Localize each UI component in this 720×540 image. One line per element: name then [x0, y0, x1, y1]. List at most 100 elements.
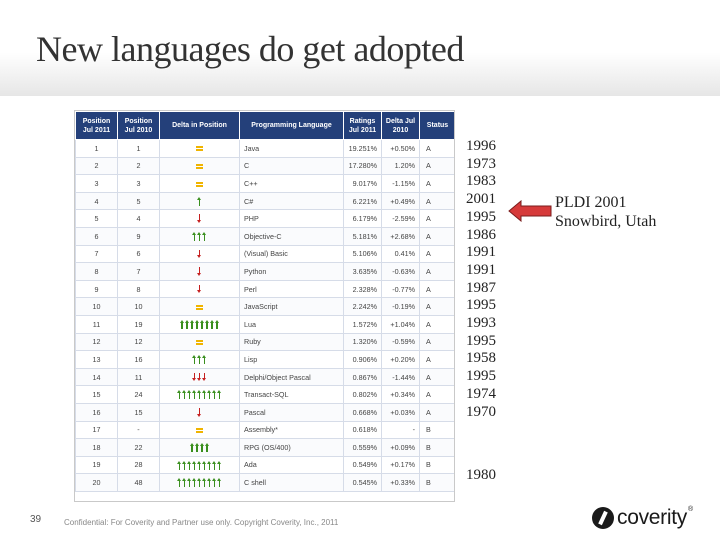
cell-rating: 0.545%	[343, 473, 382, 492]
year-item: 1995	[466, 297, 496, 314]
year-item: 1996	[466, 138, 496, 154]
cell-language: Objective-C	[239, 226, 344, 246]
cell-rating: 0.668%	[343, 402, 382, 422]
equal-icon	[196, 427, 203, 433]
tiobe-table-image: Position Jul 2011 Position Jul 2010 Delt…	[74, 110, 455, 502]
cell-status: A	[419, 174, 454, 193]
cell-position-2010: 9	[117, 226, 160, 246]
cell-language: C#	[239, 191, 344, 211]
cell-rating: 0.906%	[343, 350, 382, 369]
up-arrow-icon	[192, 232, 197, 242]
title-band	[0, 0, 720, 96]
cell-language: C	[239, 156, 344, 176]
up-arrow-icon	[217, 478, 222, 488]
up-arrow-icon	[212, 390, 217, 400]
cell-delta-position	[159, 262, 240, 281]
down-arrow-icon	[197, 267, 202, 276]
table-row: 4 5 C# 6.221% +0.49% A	[75, 191, 454, 211]
cell-position-2010: 2	[117, 156, 160, 176]
up-arrow-icon	[192, 390, 197, 400]
cell-delta-rating: -1.44%	[381, 367, 420, 387]
up-arrow-icon	[194, 320, 199, 330]
table-row: 2 2 C 17.280% 1.20% A	[75, 156, 454, 176]
cell-position-2011: 14	[75, 367, 118, 387]
cell-status: B	[419, 420, 454, 440]
cell-language: Transact-SQL	[239, 385, 344, 404]
table-row: 15 24 Transact-SQL 0.802% +0.34% A	[75, 385, 454, 404]
cell-delta-rating: +2.68%	[381, 226, 420, 246]
up-arrow-icon	[192, 355, 197, 365]
cell-delta-rating: +0.49%	[381, 191, 420, 211]
cell-position-2010: 16	[117, 350, 160, 369]
year-item: 1970	[466, 403, 496, 420]
up-arrow-icon	[177, 478, 182, 488]
cell-position-2010: 15	[117, 402, 160, 422]
table-row: 8 7 Python 3.635% -0.63% A	[75, 262, 454, 281]
year-item: 1973	[466, 155, 496, 172]
cell-status: A	[419, 332, 454, 352]
cell-delta-rating: -0.19%	[381, 297, 420, 316]
cell-delta-position	[159, 385, 240, 404]
slide-title: New languages do get adopted	[36, 29, 464, 69]
cell-rating: 0.867%	[343, 367, 382, 387]
up-arrow-icon	[187, 460, 192, 470]
up-arrow-icon	[199, 320, 204, 330]
down-arrow-icon	[192, 372, 197, 382]
table-row: 7 6 (Visual) Basic 5.106% 0.41% A	[75, 244, 454, 264]
table-row: 14 11 Delphi/Object Pascal 0.867% -1.44% A	[75, 367, 454, 387]
up-arrow-icon	[197, 390, 202, 400]
table-row: 17- Assembly* 0.618% - B	[75, 420, 454, 440]
down-arrow-icon	[197, 284, 202, 294]
table-row: 5 4 PHP 6.179% -2.59% A	[75, 209, 454, 228]
cell-delta-position	[159, 420, 240, 440]
year-item: 1995	[466, 332, 496, 349]
cell-rating: 1.320%	[343, 332, 382, 352]
cell-delta-position	[159, 139, 240, 158]
header-delta-rating: Delta Jul 2010	[381, 111, 420, 140]
down-arrow-icon	[197, 214, 202, 223]
cell-position-2010: 8	[117, 279, 160, 299]
up-arrow-icon	[207, 390, 212, 400]
cell-position-2010: 24	[117, 385, 160, 404]
cell-delta-position	[159, 191, 240, 211]
cell-delta-position	[159, 174, 240, 193]
table-row: 9 8 Perl 2.328% -0.77% A	[75, 279, 454, 299]
cell-position-2010: 19	[117, 314, 160, 334]
callout-arrow-shape	[508, 200, 552, 222]
cell-status: A	[419, 385, 454, 404]
cell-delta-position	[159, 314, 240, 334]
up-arrow-icon	[209, 320, 214, 330]
up-arrow-icon	[217, 460, 222, 470]
cell-position-2011: 9	[75, 279, 118, 299]
up-arrow-icon	[187, 390, 192, 400]
cell-status: B	[419, 455, 454, 475]
up-arrow-icon	[184, 320, 189, 330]
cell-position-2011: 4	[75, 191, 118, 211]
pldi-line2: Snowbird, Utah	[555, 213, 657, 230]
table-row: 12 12 Ruby 1.320% -0.59% A	[75, 332, 454, 352]
cell-position-2010: 12	[117, 332, 160, 352]
year-item: 1974	[466, 385, 496, 402]
cell-position-2011: 18	[75, 438, 118, 457]
cell-status: A	[419, 209, 454, 228]
cell-position-2011: 19	[75, 455, 118, 475]
cell-status: A	[419, 279, 454, 299]
up-arrow-icon	[202, 232, 207, 242]
up-arrow-icon	[204, 443, 209, 453]
cell-status: A	[419, 226, 454, 246]
cell-delta-rating: +0.34%	[381, 385, 420, 404]
cell-position-2010: 10	[117, 297, 160, 316]
cell-rating: 0.559%	[343, 438, 382, 457]
pldi-callout: PLDI 2001 Snowbird, Utah	[555, 193, 656, 231]
cell-status: A	[419, 139, 454, 158]
cell-delta-rating: -0.63%	[381, 262, 420, 281]
cell-rating: 3.635%	[343, 262, 382, 281]
year-item: 1995	[466, 368, 496, 385]
cell-language: Perl	[239, 279, 344, 299]
cell-rating: 6.179%	[343, 209, 382, 228]
year-item: 1991	[466, 244, 496, 261]
cell-position-2011: 7	[75, 244, 118, 264]
up-arrow-icon	[189, 320, 194, 330]
cell-status: A	[419, 262, 454, 281]
year-item: 1995	[466, 208, 496, 225]
